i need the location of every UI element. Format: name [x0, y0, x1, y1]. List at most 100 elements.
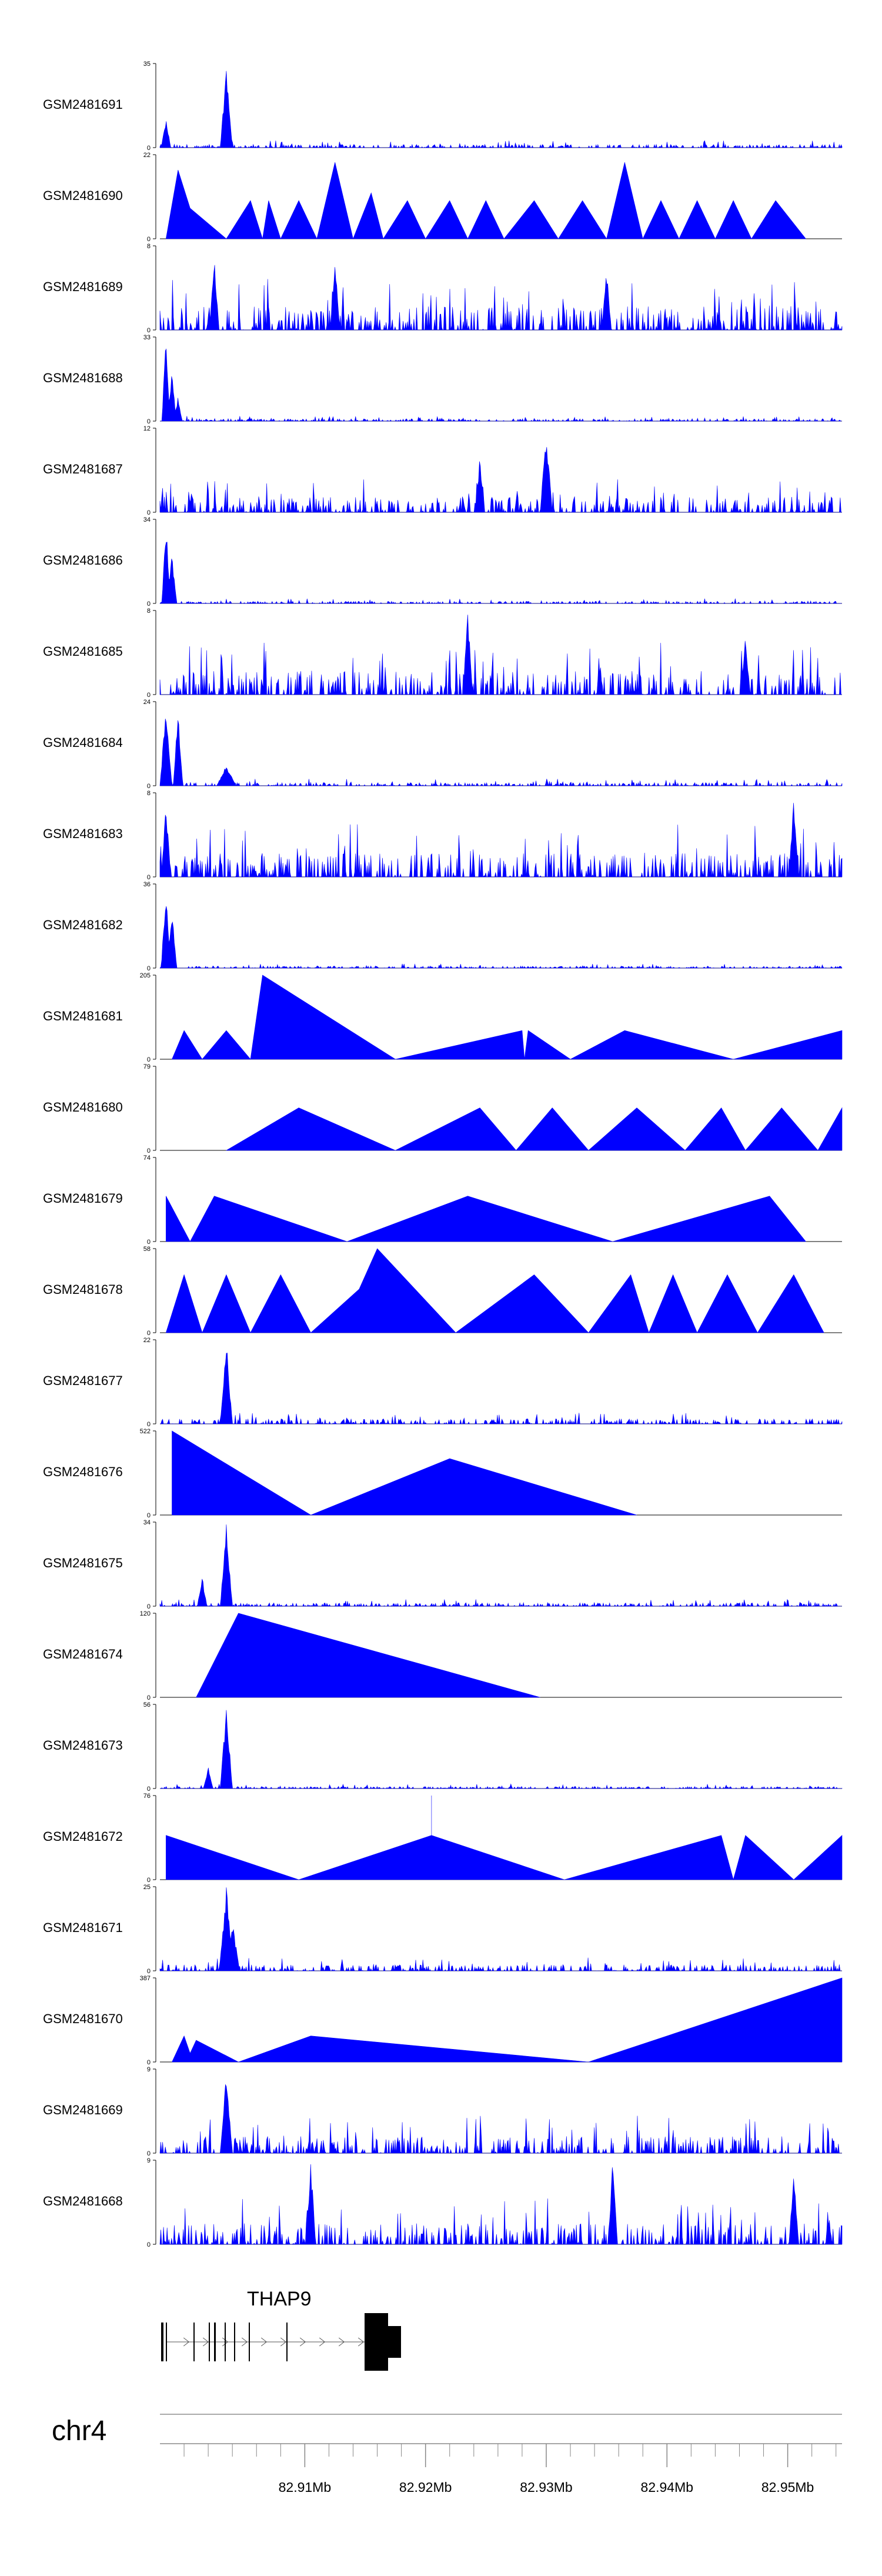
y-min-label: 0	[147, 1786, 151, 1793]
coverage-area	[159, 542, 842, 605]
coverage-area	[225, 1107, 843, 1151]
track-label: GSM2481672	[43, 1829, 123, 1844]
track-label: GSM2481677	[43, 1373, 123, 1388]
track-label: GSM2481668	[43, 2194, 123, 2208]
track-label: GSM2481671	[43, 1920, 123, 1935]
strand-arrow	[202, 2337, 209, 2347]
y-max-label: 76	[143, 1793, 151, 1800]
strand-arrow	[183, 2337, 190, 2347]
track-GSM2481674: GSM2481674 120 0	[43, 1610, 842, 1701]
track-GSM2481671: GSM2481671 25 0	[43, 1884, 842, 1975]
coverage-area	[160, 1353, 843, 1425]
track-GSM2481678: GSM2481678 58 0	[43, 1246, 842, 1337]
track-label: GSM2481689	[43, 279, 123, 294]
coverage-area	[159, 71, 843, 149]
track-GSM2481688: GSM2481688 33 0	[43, 334, 842, 425]
track-GSM2481670: GSM2481670 387 0	[43, 1975, 843, 2066]
exon	[249, 2323, 250, 2361]
coverage-area	[159, 265, 843, 331]
y-min-label: 0	[147, 783, 151, 790]
y-min-label: 0	[147, 965, 151, 972]
y-max-label: 8	[147, 243, 151, 250]
strand-arrow	[299, 2337, 306, 2347]
y-min-label: 0	[147, 874, 151, 881]
y-min-label: 0	[147, 600, 151, 608]
y-max-label: 33	[143, 334, 151, 341]
exon-utr	[365, 2313, 388, 2371]
track-label: GSM2481691	[43, 97, 123, 112]
track-label: GSM2481690	[43, 188, 123, 203]
y-max-label: 25	[143, 1884, 151, 1891]
strand-arrow	[260, 2337, 268, 2347]
y-max-label: 522	[140, 1428, 151, 1435]
y-max-label: 12	[143, 425, 151, 432]
y-max-label: 205	[140, 972, 151, 979]
track-GSM2481680: GSM2481680 79 0	[43, 1063, 843, 1154]
coverage-area	[172, 1977, 843, 2063]
strand-arrow	[319, 2337, 326, 2347]
y-min-label: 0	[147, 1239, 151, 1246]
track-GSM2481676: GSM2481676 522 0	[43, 1428, 842, 1519]
coverage-area	[159, 2164, 843, 2245]
y-min-label: 0	[147, 1421, 151, 1428]
strand-arrow	[338, 2337, 345, 2347]
track-label: GSM2481675	[43, 1556, 123, 1570]
track-label: GSM2481685	[43, 644, 123, 659]
genome-axis: chr4 82.91Mb 82.92Mb 82.93Mb 82.94Mb 82.95Mb	[52, 2414, 842, 2495]
track-GSM2481681: GSM2481681 205 0	[43, 972, 843, 1063]
track-GSM2481673: GSM2481673 56 0	[43, 1701, 843, 1793]
track-GSM2481690: GSM2481690 22 0	[43, 152, 842, 243]
y-max-label: 22	[143, 1337, 151, 1344]
coverage-area	[172, 1430, 637, 1516]
coverage-area	[166, 1196, 807, 1242]
exon	[286, 2323, 288, 2361]
track-label: GSM2481681	[43, 1009, 123, 1023]
strand-arrow	[241, 2337, 248, 2347]
tick-label: 82.91Mb	[279, 2480, 332, 2495]
coverage-area	[159, 447, 842, 513]
coverage-area	[160, 348, 842, 422]
track-label: GSM2481684	[43, 735, 123, 750]
y-max-label: 34	[143, 1519, 151, 1526]
tick-label: 82.93Mb	[520, 2480, 573, 2495]
y-min-label: 0	[147, 236, 151, 243]
track-label: GSM2481683	[43, 826, 123, 841]
track-GSM2481682: GSM2481682 36 0	[43, 881, 843, 972]
track-GSM2481686: GSM2481686 34 0	[43, 516, 842, 608]
y-min-label: 0	[147, 1968, 151, 1975]
track-GSM2481679: GSM2481679 74 0	[43, 1154, 842, 1246]
tick-label: 82.92Mb	[399, 2480, 452, 2495]
track-label: GSM2481687	[43, 462, 123, 476]
y-min-label: 0	[147, 1330, 151, 1337]
coverage-area	[159, 906, 843, 969]
coverage-area	[159, 615, 842, 695]
y-max-label: 24	[143, 699, 151, 706]
y-max-label: 74	[143, 1154, 151, 1162]
exon	[209, 2323, 210, 2361]
y-min-label: 0	[147, 418, 151, 425]
exon	[161, 2323, 163, 2361]
coverage-area	[159, 1524, 842, 1607]
coverage-area	[165, 162, 807, 239]
y-min-label: 0	[147, 509, 151, 516]
exon-utr	[388, 2326, 401, 2358]
y-min-label: 0	[147, 1056, 151, 1063]
track-GSM2481685: GSM2481685 8 0	[43, 608, 842, 699]
track-label: GSM2481688	[43, 371, 123, 385]
y-max-label: 22	[143, 152, 151, 159]
track-GSM2481683: GSM2481683 8 0	[43, 790, 843, 881]
y-max-label: 8	[147, 790, 151, 797]
track-label: GSM2481680	[43, 1100, 123, 1115]
y-min-label: 0	[147, 2150, 151, 2157]
y-max-label: 9	[147, 2157, 151, 2164]
track-GSM2481684: GSM2481684 24 0	[43, 699, 843, 790]
y-min-label: 0	[147, 1694, 151, 1701]
y-max-label: 56	[143, 1701, 151, 1709]
strand-arrow	[358, 2337, 365, 2347]
y-max-label: 58	[143, 1246, 151, 1253]
track-GSM2481675: GSM2481675 34 0	[43, 1519, 842, 1610]
y-max-label: 36	[143, 881, 151, 888]
exon	[162, 2323, 163, 2361]
track-GSM2481672: GSM2481672 76 0	[43, 1793, 843, 1884]
